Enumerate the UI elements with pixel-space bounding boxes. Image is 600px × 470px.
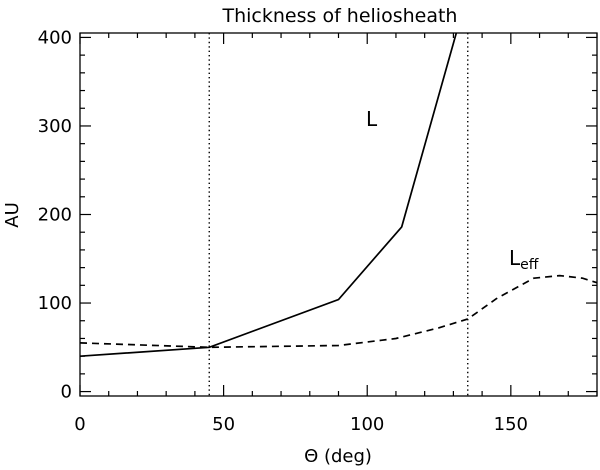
chart-title: Thickness of heliosheath [222,5,458,27]
x-tick-label: 50 [212,414,235,435]
x-tick-label: 0 [74,414,85,435]
x-axis-label: Θ (deg) [304,446,372,467]
tick-labels-layer: 0 50 100 150 0 100 200 300 400 [38,27,528,435]
y-tick-label: 200 [38,205,72,226]
Leff-series-label-subscript: eff [520,257,539,273]
ticks-layer [79,33,598,396]
reference-lines-layer [208,33,469,396]
series-layer [79,32,598,358]
Leff-series-line [79,274,598,349]
annotations-layer: L Leff [366,107,539,273]
L-series-line [79,32,458,358]
x-tick-label: 150 [494,414,528,435]
x-tick-label: 100 [350,414,384,435]
y-tick-label: 400 [38,27,72,48]
Leff-series-label: Leff [509,246,539,273]
y-tick-label: 0 [61,382,72,403]
y-tick-label: 100 [38,293,72,314]
L-series-label: L [366,107,378,131]
y-axis-label: AU [2,202,23,228]
Leff-series-label-main: L [509,246,521,270]
y-tick-label: 300 [38,116,72,137]
